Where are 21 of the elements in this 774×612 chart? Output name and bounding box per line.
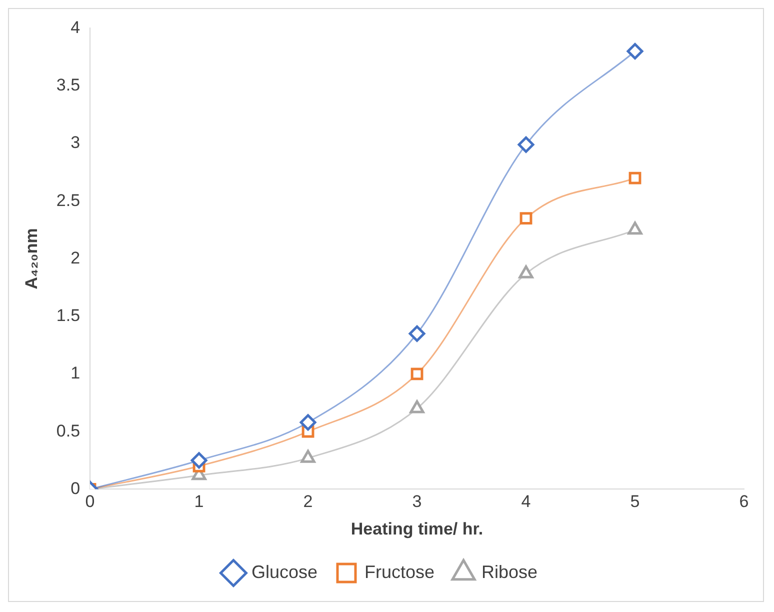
y-tick-label: 1 xyxy=(70,364,80,383)
x-tick-label: 1 xyxy=(194,492,204,512)
y-tick-label: 3 xyxy=(70,133,80,152)
legend-label: Ribose xyxy=(482,562,538,582)
legend-label: Fructose xyxy=(364,562,435,582)
x-tick-label: 4 xyxy=(521,492,531,512)
y-tick-label: 2.5 xyxy=(56,190,80,210)
y-tick-label: 1.5 xyxy=(56,306,80,326)
y-tick-label: 4 xyxy=(70,18,80,37)
y-tick-label: 2 xyxy=(70,248,80,268)
x-axis-title: Heating time/ hr. xyxy=(350,519,484,538)
x-tick-label: 5 xyxy=(630,492,640,512)
x-tick-label: 3 xyxy=(412,492,422,512)
y-tick-label: 0.5 xyxy=(56,421,80,440)
y-axis-title: A₄₂₀nm xyxy=(22,228,41,290)
x-tick-label: 6 xyxy=(739,492,749,512)
x-tick-label: 0 xyxy=(85,492,95,512)
y-tick-label: 0 xyxy=(70,478,80,498)
legend-label: Glucose xyxy=(251,562,318,582)
x-tick-label: 2 xyxy=(303,492,313,512)
y-tick-label: 3.5 xyxy=(56,76,80,95)
